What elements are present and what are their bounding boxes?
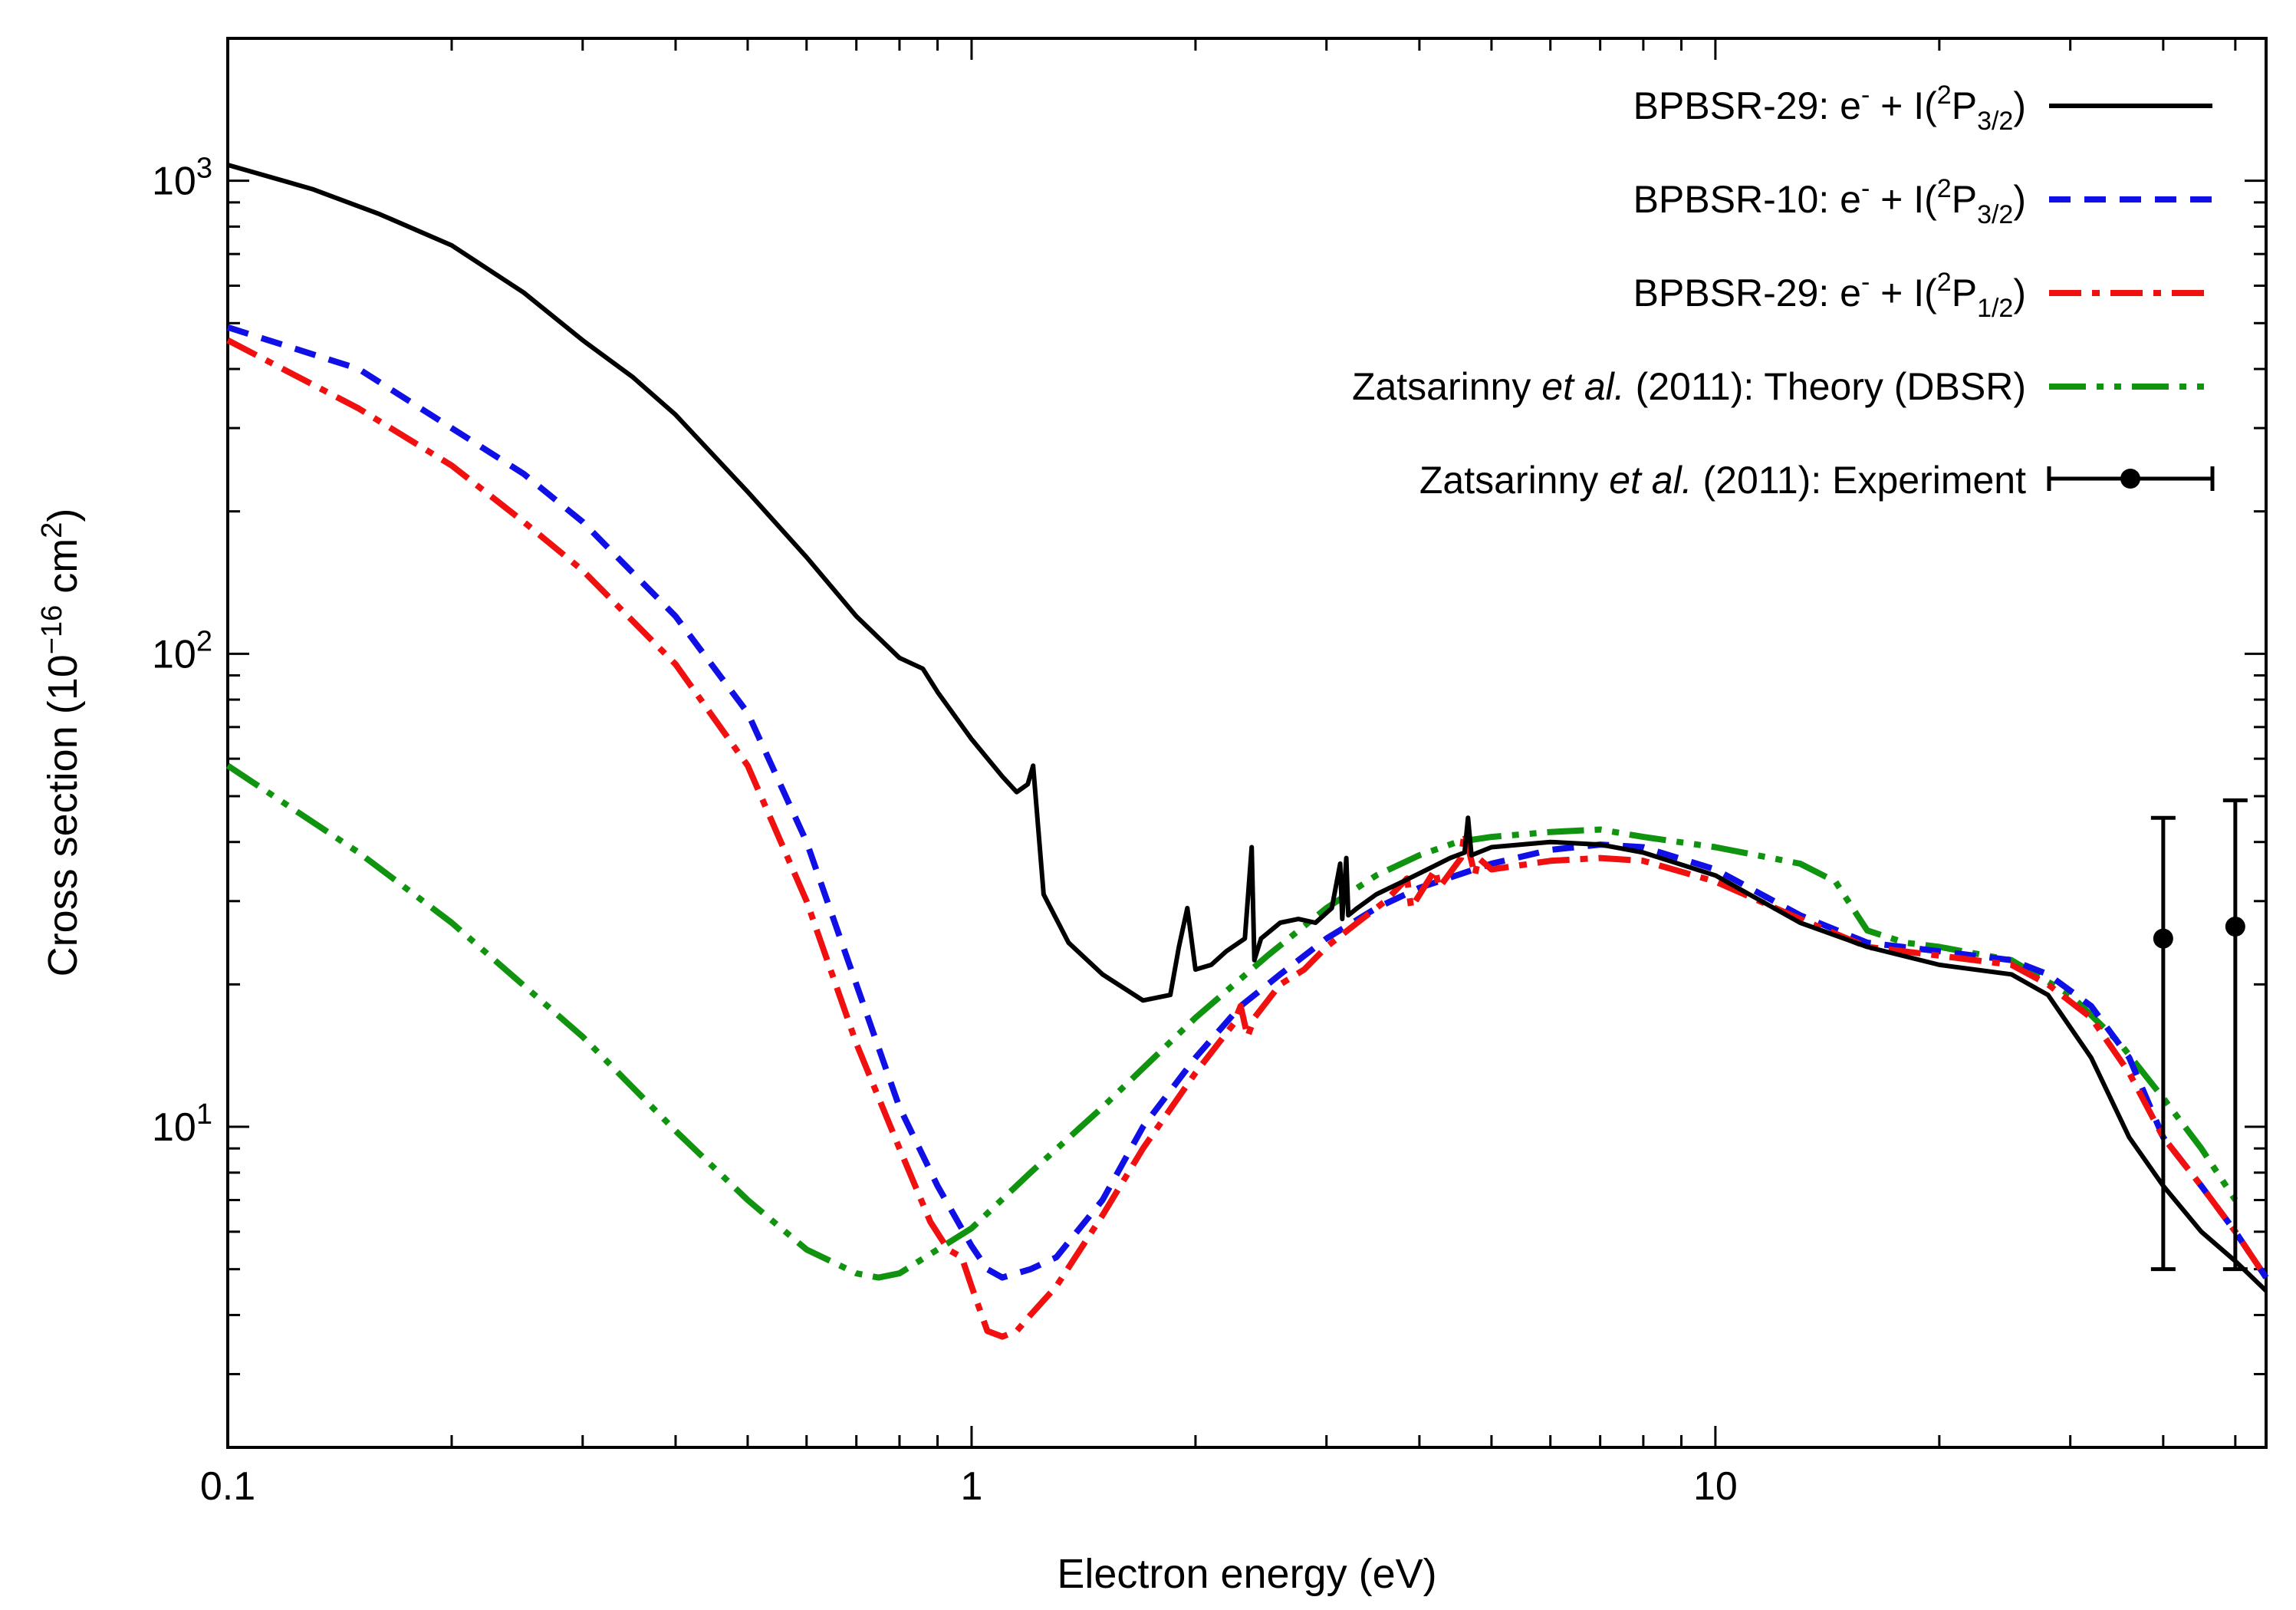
experiment-layer [2150, 798, 2248, 1272]
legend-superscript: - [1861, 268, 1870, 297]
legend-text: (2011): Theory (DBSR) [1625, 365, 2026, 408]
series-line-2 [226, 337, 2269, 1340]
y-tick-base: 10 [152, 632, 196, 677]
y-axis-title-prefix: Cross section (10 [40, 654, 86, 976]
legend-text: + I( [1870, 272, 1937, 314]
legend-label-bpbsr29-p32: BPBSR-29: e- + I(2P3/2) [1633, 81, 2026, 136]
legend-text: ) [2013, 84, 2026, 127]
x-tick-label: 0.1 [200, 1464, 255, 1509]
legend: BPBSR-29: e- + I(2P3/2) BPBSR-10: e- + I… [1352, 81, 2215, 502]
legend-superscript: - [1861, 174, 1870, 203]
series-line-0 [227, 163, 2268, 1293]
legend-text: BPBSR-29: e [1633, 272, 1861, 314]
experiment-point [2225, 917, 2245, 937]
legend-point [2120, 469, 2140, 489]
legend-superscript: 2 [1937, 174, 1952, 203]
legend-text: Zatsarinny [1352, 365, 1541, 408]
y-tick-exponent: 2 [196, 625, 212, 657]
legend-text: (2011): Experiment [1692, 459, 2026, 502]
y-tick-exponent: 1 [196, 1098, 212, 1131]
legend-text: P [1952, 178, 1977, 221]
legend-superscript: 2 [1937, 268, 1952, 297]
legend-text: BPBSR-29: e [1633, 84, 1861, 127]
legend-label-bpbsr29-p12: BPBSR-29: e- + I(2P1/2) [1633, 268, 2026, 323]
legend-text: + I( [1870, 178, 1937, 221]
y-axis-title-middle: cm [40, 538, 86, 605]
y-tick-label: 103 [152, 153, 212, 204]
axis-ticks [226, 37, 2266, 1447]
legend-label-experiment: Zatsarinny et al. (2011): Experiment [1419, 459, 2026, 502]
legend-italic: et al. [1609, 459, 1692, 502]
legend-marker-experiment [2047, 466, 2215, 491]
y-tick-base: 10 [152, 160, 196, 204]
legend-subscript: 1/2 [1977, 294, 2013, 323]
x-axis-title: Electron energy (eV) [1057, 1551, 1436, 1597]
experiment-point [2153, 928, 2173, 949]
legend-text: P [1952, 272, 1977, 314]
y-axis-title: Cross section (10−16 cm2) [36, 509, 86, 977]
y-axis-title-exponent2: 2 [36, 522, 68, 538]
series-line-1 [226, 324, 2269, 1281]
legend-text: BPBSR-10: e [1633, 178, 1861, 221]
legend-text: Zatsarinny [1419, 459, 1609, 502]
series-layer [225, 163, 2269, 1340]
legend-text: ) [2013, 272, 2026, 314]
legend-subscript: 3/2 [1977, 107, 2013, 136]
x-tick-label: 1 [960, 1464, 982, 1509]
legend-text: + I( [1870, 84, 1937, 127]
legend-subscript: 3/2 [1977, 200, 2013, 229]
legend-superscript: - [1861, 81, 1870, 110]
y-tick-base: 10 [152, 1105, 196, 1150]
legend-text: P [1952, 84, 1977, 127]
legend-label-dbsr-theory: Zatsarinny et al. (2011): Theory (DBSR) [1352, 365, 2026, 408]
legend-superscript: 2 [1937, 81, 1952, 110]
legend-text: ) [2013, 178, 2026, 221]
legend-italic: et al. [1541, 365, 1624, 408]
y-axis-title-suffix: ) [40, 509, 86, 522]
series-line-3 [225, 762, 2238, 1281]
y-tick-label: 102 [152, 625, 212, 677]
y-tick-exponent: 3 [196, 153, 212, 185]
y-axis-title-exponent: −16 [36, 605, 68, 654]
y-tick-label: 101 [152, 1098, 212, 1150]
legend-label-bpbsr10-p32: BPBSR-10: e- + I(2P3/2) [1633, 174, 2026, 229]
plot-frame [226, 37, 2268, 1449]
x-tick-label: 10 [1693, 1464, 1738, 1509]
